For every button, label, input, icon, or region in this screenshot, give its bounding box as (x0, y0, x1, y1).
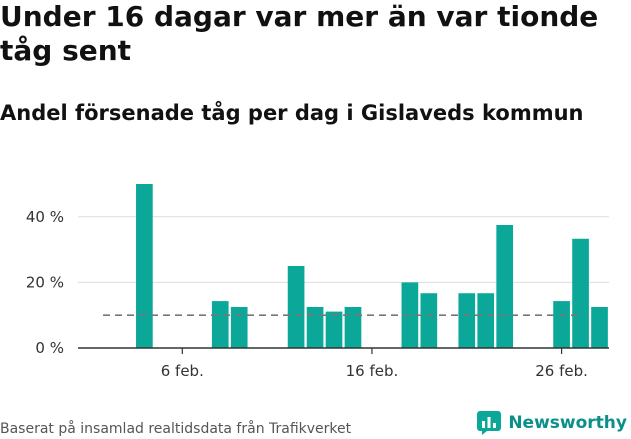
bar (325, 311, 343, 348)
bar-chart: 0 % 20 % 40 % 6 feb. 16 feb. 26 feb. (26, 184, 609, 380)
bar (136, 184, 153, 348)
bar (572, 238, 589, 348)
y-tick-label: 40 % (26, 208, 64, 226)
y-tick-label: 20 % (26, 273, 64, 291)
bar (477, 293, 495, 348)
bar (230, 307, 248, 348)
bar (306, 307, 324, 348)
bar (420, 293, 438, 348)
bar (553, 301, 570, 348)
bar (458, 293, 476, 348)
bar (287, 266, 305, 348)
x-tick-label: 6 feb. (161, 362, 204, 380)
bar (344, 307, 362, 348)
brand-logo[interactable]: Newsworthy (476, 410, 627, 436)
y-tick-label: 0 % (35, 339, 64, 357)
x-tick-label: 16 feb. (346, 362, 399, 380)
bar (211, 301, 229, 348)
x-tick-label: 26 feb. (535, 362, 588, 380)
brand-name: Newsworthy (508, 413, 627, 433)
chart-subtitle: Andel försenade tåg per dag i Gislaveds … (0, 101, 584, 125)
chart-title: Under 16 dagar var mer än var tionde tåg… (0, 0, 599, 67)
bar (496, 225, 514, 348)
bar (591, 307, 608, 348)
newsworthy-logo-icon (477, 411, 502, 435)
source-note: Baserat på insamlad realtidsdata från Tr… (0, 421, 352, 437)
